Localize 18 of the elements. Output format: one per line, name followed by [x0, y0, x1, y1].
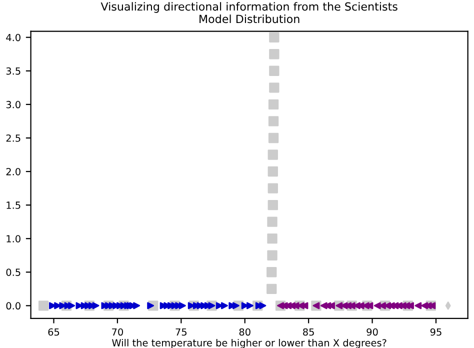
- x-tick-label: 70: [112, 328, 123, 336]
- x-tick-label: 85: [303, 328, 314, 336]
- y-tick-label: 2.0: [6, 168, 20, 176]
- x-tick-label: 80: [239, 328, 250, 336]
- y-tick-label: 2.5: [6, 134, 20, 142]
- x-tick-label: 65: [48, 328, 60, 336]
- x-tick-label: 90: [366, 328, 378, 336]
- y-tick-label: 0.5: [6, 268, 20, 276]
- y-tick-label: 4.0: [6, 34, 20, 42]
- y-tick-label: 3.5: [6, 67, 20, 75]
- x-tick-label: 95: [430, 328, 442, 336]
- y-tick-label: 0.0: [6, 302, 20, 310]
- chart-title: Visualizing directional information from the Scientists Model Distribution: [100, 2, 398, 24]
- y-tick-label: 1.5: [6, 202, 20, 209]
- y-tick-label: 3.0: [6, 100, 20, 108]
- x-axis-title: Will the temperature be higher or lower than X degrees?: [112, 338, 386, 348]
- x-tick-label: 75: [176, 328, 186, 336]
- y-tick-label: 1.0: [6, 235, 20, 242]
